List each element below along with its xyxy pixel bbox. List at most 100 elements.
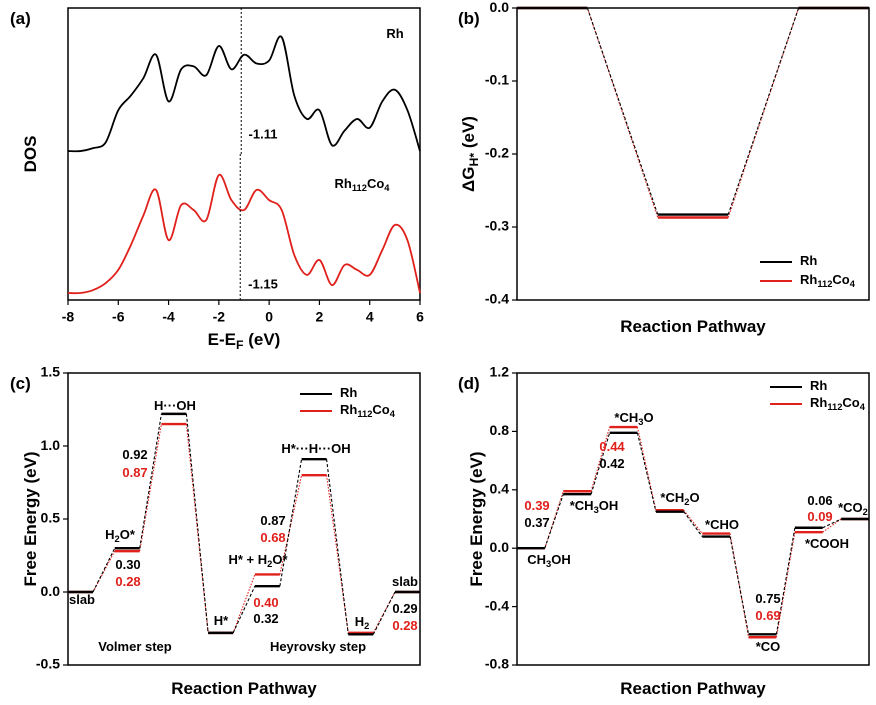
barrier-label: 0.42: [599, 456, 624, 471]
barrier-label: 0.29: [392, 601, 417, 616]
y-axis-title-part: ΔG: [459, 167, 478, 192]
y-tick-label: -0.5: [36, 656, 60, 672]
barrier-label: 0.09: [807, 509, 832, 524]
y-tick-label: -0.1: [485, 72, 509, 88]
connector: [232, 574, 256, 634]
legend-label: Rh: [340, 385, 357, 400]
barrier-label: 0.87: [260, 513, 285, 528]
annotation: Volmer step: [98, 639, 172, 654]
barrier-label: 0.37: [524, 515, 549, 530]
legend-label: Rh: [800, 253, 817, 268]
barrier-label: 0.68: [260, 530, 285, 545]
barrier-label: 0.39: [524, 498, 549, 513]
state-label: *CH2O: [660, 490, 699, 507]
state-label: H*···H···OH: [281, 441, 350, 456]
connector: [279, 459, 303, 587]
connector: [372, 591, 396, 635]
curve-label: Rh112Co4: [335, 176, 391, 193]
barrier-label: 0.44: [599, 439, 625, 454]
y-tick-label: -0.4: [485, 597, 509, 613]
y-axis-title-part: (eV): [459, 116, 478, 153]
x-axis-title: Reaction Pathway: [620, 679, 766, 698]
barrier-label: 0.40: [253, 595, 278, 610]
barrier-label: 0.87: [122, 465, 147, 480]
state-label: *CO: [756, 639, 781, 654]
panel-label: (a): [10, 9, 31, 28]
barrier-label: 0.28: [392, 618, 417, 633]
panel-label: (c): [10, 374, 31, 393]
legend-label: Rh: [810, 378, 827, 393]
connector: [232, 585, 256, 634]
y-axis-title: ΔGH* (eV): [459, 116, 481, 192]
legend-label: Rh112Co4: [340, 402, 396, 419]
y-tick-label: 1.0: [41, 437, 61, 453]
state-label: slab: [69, 592, 95, 607]
state-label: CH3OH: [527, 552, 570, 569]
center-label: -1.15: [248, 276, 278, 291]
state-label: slab: [392, 574, 418, 589]
y-tick-label: 1.2: [490, 364, 510, 380]
annotation: Heyrovsky step: [270, 639, 366, 654]
connector: [636, 426, 657, 511]
y-tick-label: -0.2: [485, 145, 509, 161]
dos-curve: [67, 174, 421, 295]
dos-curve: [67, 35, 421, 153]
connector: [139, 424, 162, 552]
barrier-label: 0.30: [115, 557, 140, 572]
y-axis-title-part: H*: [467, 153, 481, 167]
state-label: *CO2: [838, 500, 868, 517]
connector: [683, 509, 703, 534]
barrier-label: 0.28: [115, 574, 140, 589]
legend-label: Rh112Co4: [800, 272, 856, 289]
y-tick-label: -0.8: [485, 656, 509, 672]
x-tick-label: -6: [112, 309, 125, 325]
connector: [586, 7, 659, 215]
connector: [590, 432, 611, 495]
panel-label: (d): [458, 374, 480, 393]
y-axis-title: Free Energy (eV): [467, 451, 486, 586]
panel-label: (b): [458, 9, 480, 28]
barrier-label: 0.92: [122, 447, 147, 462]
state-label: *CH3OH: [570, 498, 619, 515]
x-axis-title: Reaction Pathway: [171, 679, 317, 698]
connector: [92, 547, 116, 593]
connector: [139, 413, 162, 549]
state-label: *COOH: [805, 536, 849, 551]
state-label: H2: [355, 614, 370, 631]
connector: [822, 518, 842, 533]
state-label: *CH3O: [614, 410, 653, 427]
y-tick-label: 1.5: [41, 364, 61, 380]
connector: [544, 494, 564, 549]
y-axis-title: DOS: [21, 136, 40, 173]
x-tick-label: 2: [316, 309, 324, 325]
y-tick-label: 0.0: [490, 539, 510, 555]
y-axis-title: Free Energy (eV): [21, 451, 40, 586]
state-label: *CHO: [705, 517, 739, 532]
barrier-label: 0.32: [253, 611, 278, 626]
x-tick-label: -8: [62, 309, 75, 325]
connector: [326, 459, 349, 635]
x-tick-label: -4: [162, 309, 175, 325]
y-tick-label: 0.0: [41, 583, 61, 599]
connector: [544, 491, 564, 549]
x-tick-label: -2: [213, 309, 226, 325]
state-label: H*: [214, 613, 229, 628]
plot-frame: [67, 7, 421, 301]
state-label: H2O*: [105, 527, 136, 544]
y-tick-label: -0.4: [485, 291, 509, 307]
x-axis-title: Reaction Pathway: [620, 317, 766, 336]
y-tick-label: 0.8: [490, 422, 510, 438]
connector: [822, 518, 842, 529]
y-tick-label: -0.3: [485, 218, 509, 234]
y-tick-label: 0.0: [490, 0, 510, 15]
x-axis-title-part: F: [236, 338, 244, 352]
connector: [590, 426, 611, 492]
x-tick-label: 4: [366, 309, 374, 325]
connector: [279, 475, 303, 575]
y-tick-label: 0.4: [490, 481, 510, 497]
connector: [636, 432, 657, 512]
curve-label: Rh: [386, 26, 403, 41]
legend-label: Rh112Co4: [810, 395, 866, 412]
